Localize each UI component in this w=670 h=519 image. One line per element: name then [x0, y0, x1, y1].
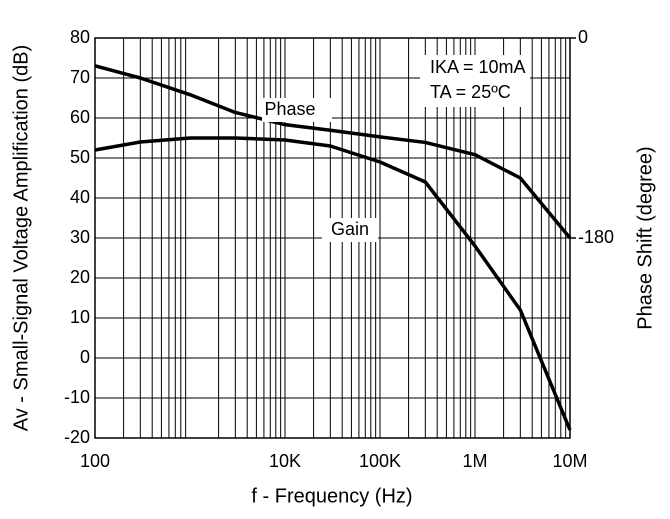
annotation: IKA = 10mA	[430, 57, 526, 77]
y-tick-label: 50	[70, 147, 90, 167]
y-tick-label: -20	[64, 427, 90, 447]
y-tick-label: 40	[70, 187, 90, 207]
x-tick-label: 1M	[462, 451, 487, 471]
y-tick-label: -10	[64, 387, 90, 407]
y-tick-label: 20	[70, 267, 90, 287]
x-tick-label: 10K	[269, 451, 301, 471]
annotation: Gain	[331, 219, 369, 239]
y-axis-label: Av - Small-Signal Voltage Amplification …	[10, 45, 32, 431]
y-tick-label: 10	[70, 307, 90, 327]
label-bg	[322, 218, 378, 242]
y2-tick-label: -180	[578, 227, 614, 247]
y-tick-label: 60	[70, 107, 90, 127]
y-tick-label: 70	[70, 67, 90, 87]
x-tick-label: 10M	[552, 451, 587, 471]
data-line	[94, 136, 572, 431]
y2-axis-label: Phase Shift (degree)	[634, 146, 656, 329]
data-line	[94, 64, 572, 240]
y2-tick-label: 0	[578, 27, 588, 47]
x-tick-label: 100	[80, 451, 110, 471]
x-axis-label: f - Frequency (Hz)	[251, 485, 412, 507]
annotation: Phase	[264, 99, 315, 119]
annotation: TA = 25ºC	[430, 82, 511, 102]
label-bg	[262, 98, 332, 122]
label-bg	[420, 55, 530, 107]
x-tick-label: 100K	[359, 451, 401, 471]
y-tick-label: 30	[70, 227, 90, 247]
y-tick-label: 80	[70, 27, 90, 47]
y-tick-label: 0	[80, 347, 90, 367]
